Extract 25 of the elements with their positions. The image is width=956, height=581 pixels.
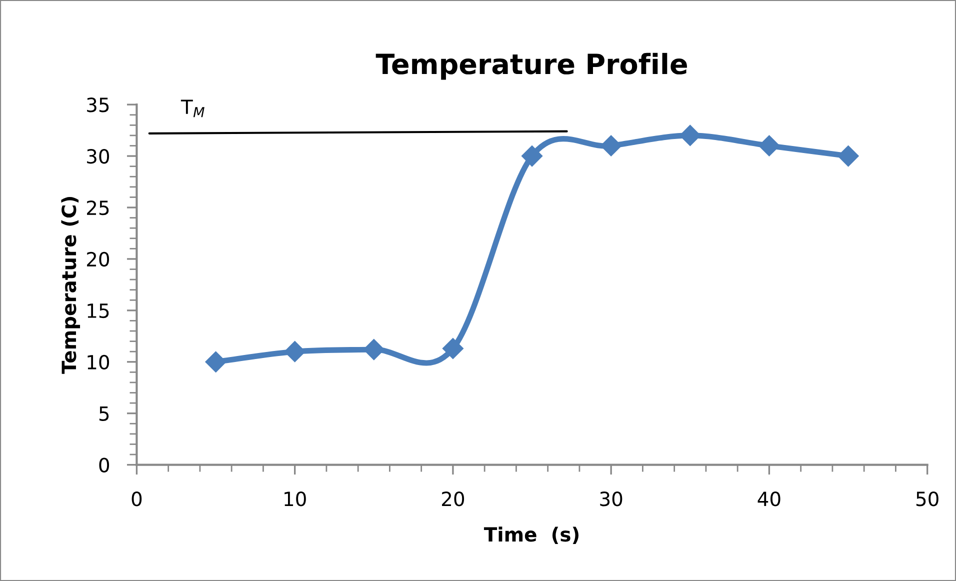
- y-tick-label: 25: [87, 200, 109, 216]
- point: [442, 338, 464, 360]
- x-tick-label: 40: [758, 492, 780, 506]
- y-tick-label: 15: [88, 304, 109, 318]
- y-tick-label: 30: [87, 148, 110, 164]
- y-axis-title: Temperature (C): [61, 197, 80, 374]
- point: [284, 341, 306, 362]
- x-tick-label: 30: [600, 492, 622, 506]
- point: [205, 351, 226, 372]
- point: [758, 135, 780, 156]
- point: [600, 135, 622, 156]
- y-tick-label: 20: [87, 252, 110, 267]
- y-tick-label: 35: [87, 98, 109, 112]
- point: [522, 146, 543, 167]
- x-tick-label: 10: [284, 492, 306, 506]
- y-tick-label: 5: [99, 406, 109, 422]
- chart-title: Temperature Profile: [376, 52, 687, 80]
- x-tick-label: 0: [132, 492, 142, 506]
- series-label: T$_{M}$: [180, 100, 204, 118]
- point: [838, 146, 859, 167]
- x-axis-title: Time (s): [484, 526, 578, 544]
- x-tick-label: 50: [916, 492, 938, 506]
- y-tick-label: 0: [99, 458, 110, 472]
- y-tick-label: 10: [88, 354, 110, 370]
- x-tick-label: 20: [442, 492, 464, 506]
